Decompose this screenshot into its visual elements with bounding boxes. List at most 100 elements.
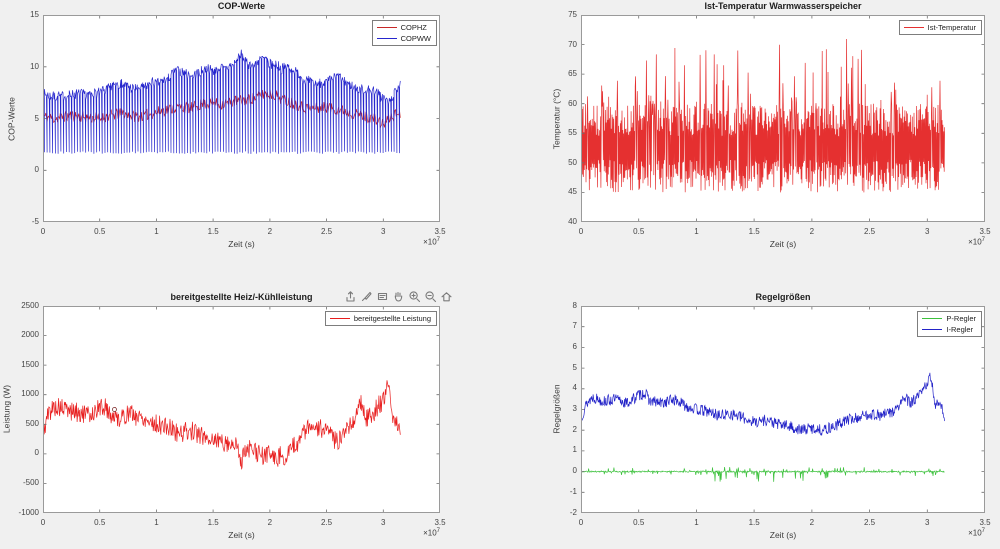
y-tick-label: 500 — [25, 418, 39, 428]
x-tick-label: 1 — [694, 517, 699, 527]
y-tick-label: 4 — [572, 383, 577, 393]
x-tick-label: 2 — [809, 227, 815, 236]
y-tick-label: 55 — [568, 128, 577, 138]
x-tick-label: 0 — [40, 517, 46, 527]
x-tick-label: 1 — [154, 517, 159, 527]
legend-label: COPWW — [400, 34, 431, 43]
x-tick-label: 2 — [809, 517, 815, 527]
legend-label: Ist-Temperatur — [927, 23, 976, 32]
series-ist-temperatur — [581, 38, 945, 193]
plot-area[interactable] — [581, 305, 985, 513]
subplot-leistung[interactable]: bereitgestellte Heiz/-Kühlleistung Leist… — [0, 275, 500, 549]
y-tick-label: -500 — [22, 477, 39, 487]
x-tick-label: 2.5 — [321, 227, 333, 236]
subplot-regelgroessen[interactable]: Regelgrößen Regelgrößen Zeit (s) ×107 P-… — [500, 275, 1000, 549]
x-tick-label: 3.5 — [434, 517, 446, 527]
legend-entry[interactable]: P-Regler — [922, 314, 976, 323]
restore-view-icon[interactable] — [440, 290, 453, 303]
x-tick-label: 3.5 — [979, 517, 991, 527]
legend-entry[interactable]: COPWW — [376, 34, 431, 43]
legend-line-sample — [376, 38, 397, 39]
zoom-out-icon[interactable] — [424, 290, 437, 303]
x-tick-label: 0 — [578, 227, 584, 236]
brush-icon[interactable] — [360, 290, 373, 303]
y-tick-label: 2000 — [21, 330, 39, 340]
y-tick-label: 0 — [572, 466, 577, 476]
x-axis-label: Zeit (s) — [228, 239, 255, 249]
export-icon[interactable] — [344, 290, 357, 303]
y-tick-label: 2 — [572, 424, 577, 434]
x-tick-label: 3 — [925, 227, 930, 236]
x-tick-label: 0.5 — [633, 517, 645, 527]
x-tick-label: 3 — [381, 517, 386, 527]
legend-line-sample — [903, 27, 924, 28]
x-axis-multiplier: ×107 — [968, 527, 985, 538]
y-tick-label: 40 — [568, 217, 577, 226]
x-axis-label: Zeit (s) — [769, 239, 797, 249]
axes-box — [43, 15, 440, 222]
x-axis-multiplier: ×107 — [423, 237, 440, 247]
x-tick-label: 0.5 — [94, 517, 106, 527]
y-tick-label: 15 — [30, 10, 39, 19]
y-tick-label: 0 — [34, 448, 39, 458]
y-tick-label: 70 — [568, 39, 577, 49]
x-tick-label: 1 — [694, 227, 699, 236]
y-tick-label: 6 — [572, 341, 577, 351]
y-tick-label: 10 — [30, 61, 39, 71]
plot-area[interactable] — [43, 305, 440, 513]
x-axis-label: Zeit (s) — [228, 529, 255, 540]
legend-entry[interactable]: Ist-Temperatur — [903, 23, 976, 32]
y-tick-label: 60 — [568, 98, 577, 108]
datatips-icon[interactable] — [376, 290, 389, 303]
pan-icon[interactable] — [392, 290, 405, 303]
x-tick-label: 3.5 — [434, 227, 446, 236]
axes-box — [581, 15, 985, 222]
x-tick-label: 3 — [381, 227, 386, 236]
y-tick-label: -1000 — [18, 507, 39, 517]
x-tick-label: 1.5 — [207, 517, 219, 527]
x-tick-label: 2 — [267, 517, 273, 527]
plot-area[interactable] — [43, 15, 440, 222]
series-p-regler — [581, 466, 945, 482]
y-tick-label: 1 — [572, 445, 577, 455]
x-tick-label: 2.5 — [864, 517, 876, 527]
chart-title: bereitgestellte Heiz/-Kühlleistung — [170, 291, 313, 302]
subplot-ist-temperatur[interactable]: Ist-Temperatur Warmwasserspeicher Temper… — [500, 0, 1000, 275]
legend[interactable]: bereitgestellte Leistung — [324, 310, 437, 326]
x-tick-label: 0 — [578, 517, 584, 527]
y-tick-label: 7 — [572, 321, 577, 331]
y-tick-label: 2500 — [21, 300, 39, 310]
chart-title: Regelgrößen — [755, 291, 811, 302]
plot-area[interactable] — [581, 15, 985, 222]
subplot-cop-werte[interactable]: COP-Werte COP-Werte Zeit (s) ×107 COPHZ C… — [0, 0, 500, 275]
chart-title: COP-Werte — [217, 1, 266, 11]
legend-entry[interactable]: COPHZ — [376, 23, 431, 32]
y-tick-label: -2 — [569, 507, 577, 517]
legend-line-sample — [376, 27, 397, 28]
zoom-in-icon[interactable] — [408, 290, 421, 303]
legend-entry[interactable]: bereitgestellte Leistung — [329, 313, 431, 323]
legend[interactable]: COPHZ COPWW — [371, 20, 437, 46]
legend[interactable]: P-Regler I-Regler — [917, 310, 982, 337]
legend-label: bereitgestellte Leistung — [353, 313, 431, 323]
y-tick-label: 3 — [572, 404, 577, 413]
legend-line-sample — [922, 328, 943, 330]
series-bereitgestellte-leistung — [43, 305, 401, 513]
legend[interactable]: Ist-Temperatur — [898, 20, 982, 35]
x-tick-label: 0.5 — [633, 227, 645, 236]
series-i-regler — [581, 372, 945, 436]
y-tick-label: 5 — [572, 362, 577, 372]
x-tick-label: 1.5 — [207, 227, 219, 236]
legend-label: I-Regler — [946, 324, 974, 334]
x-axis-multiplier: ×107 — [968, 237, 985, 247]
y-tick-label: 0 — [34, 165, 39, 175]
chart-title: Ist-Temperatur Warmwasserspeicher — [704, 1, 862, 11]
x-tick-label: 3 — [925, 517, 930, 527]
x-axis-label: Zeit (s) — [769, 529, 797, 540]
legend-label: P-Regler — [946, 313, 976, 323]
y-tick-label: -5 — [31, 217, 39, 226]
legend-entry[interactable]: I-Regler — [922, 325, 976, 334]
x-tick-label: 0 — [40, 227, 46, 236]
axes-toolbar[interactable] — [342, 288, 455, 304]
